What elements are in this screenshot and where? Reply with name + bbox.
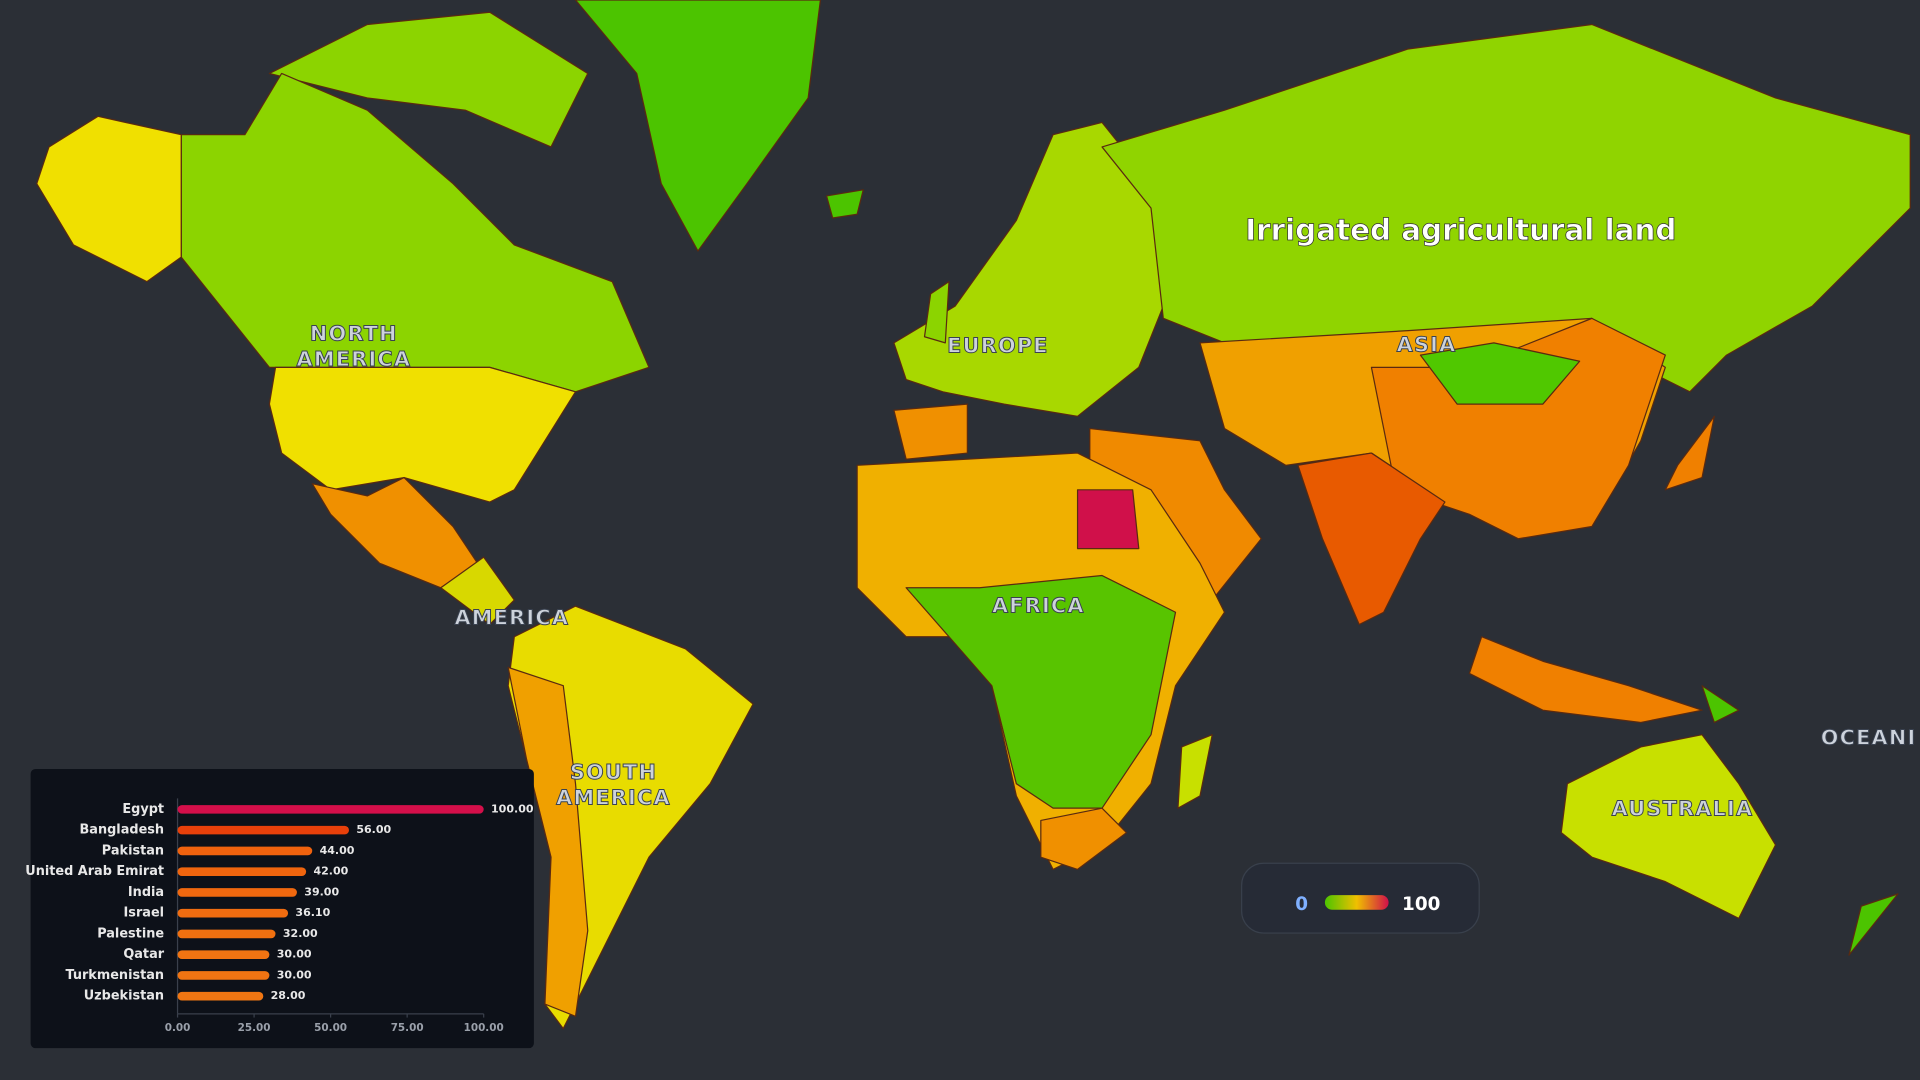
value-label: 32.00 — [283, 927, 318, 940]
canada — [180, 72, 650, 393]
southeast-asia — [1468, 636, 1703, 724]
value-label: 28.00 — [271, 989, 306, 1002]
category-label: Palestine — [97, 926, 164, 941]
greenland — [574, 0, 822, 252]
region-label: AMERICA — [556, 785, 671, 809]
region-label: AMERICA — [454, 605, 569, 629]
bar — [177, 908, 289, 918]
madagascar — [1177, 734, 1213, 809]
usa — [268, 366, 577, 503]
iceland — [825, 189, 864, 219]
bar — [177, 867, 307, 876]
bar — [177, 846, 313, 856]
region-label: ASIA — [1397, 332, 1457, 356]
category-label: Egypt — [122, 802, 164, 817]
category-label: United Arab Emirat — [25, 864, 164, 879]
legend: 0 100 — [1241, 862, 1480, 934]
value-label: 44.00 — [320, 844, 355, 857]
legend-min: 0 — [1295, 894, 1308, 915]
uk — [923, 281, 950, 344]
region-label: AMERICA — [297, 347, 412, 371]
value-label: 100.00 — [491, 802, 534, 815]
category-label: Turkmenistan — [65, 968, 164, 983]
bar — [177, 971, 270, 980]
value-label: 42.00 — [313, 865, 348, 878]
arctic-islands — [268, 11, 589, 148]
region-label: AUSTRALIA — [1612, 797, 1754, 821]
x-tick-label: 50.00 — [314, 1022, 347, 1034]
mongolia — [1419, 342, 1581, 405]
egypt — [1076, 489, 1140, 550]
map-title: Irrigated agricultural land — [1245, 213, 1676, 247]
x-tick-label: 100.00 — [464, 1022, 504, 1034]
countries — [36, 0, 1911, 1030]
central-america — [440, 556, 515, 626]
panel-bg — [30, 768, 534, 1049]
x-tick-label: 0.00 — [165, 1022, 191, 1034]
category-label: Qatar — [123, 947, 164, 962]
australia — [1560, 734, 1777, 919]
bar — [177, 888, 297, 897]
andes-countries — [507, 666, 589, 1017]
region-label: NORTH — [310, 321, 398, 345]
region-label: OCEANI — [1821, 725, 1917, 749]
iberia — [893, 403, 968, 460]
papua — [1701, 685, 1740, 724]
legend-max: 100 — [1402, 894, 1440, 915]
region-label: SOUTH — [570, 760, 657, 784]
bar — [177, 825, 349, 835]
new-zealand — [1848, 893, 1899, 956]
category-label: Uzbekistan — [84, 989, 164, 1004]
bar — [177, 950, 270, 959]
japan — [1664, 415, 1715, 491]
value-label: 30.00 — [277, 948, 312, 961]
region-label: EUROPE — [947, 334, 1049, 358]
value-label: 39.00 — [304, 885, 339, 898]
value-label: 30.00 — [277, 968, 312, 981]
category-label: Pakistan — [102, 843, 164, 858]
x-tick-label: 75.00 — [391, 1022, 424, 1034]
alaska — [36, 115, 182, 283]
india — [1297, 452, 1446, 626]
bar — [177, 991, 264, 1001]
south-africa — [1040, 807, 1128, 871]
legend-gradient — [1324, 895, 1389, 910]
category-label: Bangladesh — [80, 823, 165, 838]
central-africa — [905, 574, 1177, 809]
region-label: AFRICA — [992, 593, 1085, 617]
bar-chart-panel: 0.00 25.00 50.00 75.00 100.00 Egypt 100.00 Bang… — [25, 768, 534, 1049]
x-tick-label: 25.00 — [238, 1022, 271, 1034]
bar — [177, 805, 484, 814]
value-label: 56.00 — [356, 823, 391, 836]
category-label: Israel — [124, 906, 165, 921]
russia — [1101, 23, 1911, 393]
bar — [177, 929, 276, 939]
value-label: 36.10 — [295, 906, 330, 919]
category-label: India — [128, 885, 164, 900]
mexico — [311, 476, 479, 589]
